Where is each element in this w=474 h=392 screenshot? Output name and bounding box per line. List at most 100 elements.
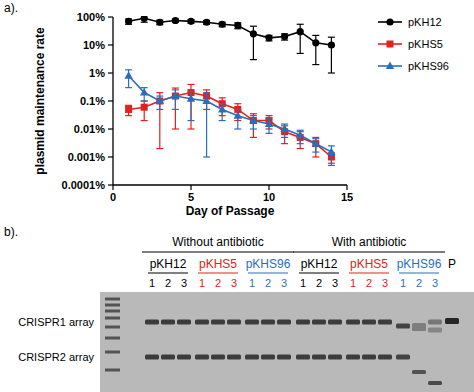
series-line [129, 93, 332, 157]
lane-number: 2 [416, 277, 422, 289]
error-bar [234, 23, 241, 29]
error-cap [234, 109, 241, 110]
lane-number: 3 [281, 277, 287, 289]
error-cap [219, 97, 226, 98]
error-cap [203, 89, 210, 90]
data-point [172, 17, 179, 24]
x-tick-label: 5 [188, 191, 194, 203]
y-tick-label: 10% [83, 39, 105, 51]
error-cap [250, 137, 257, 138]
error-cap [297, 24, 304, 25]
error-cap [312, 64, 319, 65]
data-point [203, 19, 210, 26]
error-cap [250, 128, 257, 129]
data-point [187, 94, 195, 102]
data-point [281, 33, 288, 40]
error-cap [203, 156, 210, 157]
error-bar [219, 104, 226, 121]
series [125, 84, 335, 163]
error-cap [328, 145, 335, 146]
error-bar [125, 105, 132, 115]
data-point [265, 34, 272, 41]
error-bar [250, 26, 257, 59]
y-tick-label: 1% [89, 67, 105, 79]
lane-number: 1 [149, 277, 155, 289]
error-bar [141, 16, 148, 22]
error-cap [156, 92, 163, 93]
lane-number: 3 [432, 277, 438, 289]
gel-band [328, 355, 342, 360]
error-cap [312, 138, 319, 139]
gel-band [195, 355, 209, 360]
x-axis-title: Day of Passage [186, 204, 275, 218]
legend-marker [386, 18, 393, 25]
error-cap [156, 148, 163, 149]
error-cap [188, 91, 195, 92]
ladder-band [105, 337, 120, 340]
gel-band [195, 320, 209, 325]
gel-band [412, 323, 426, 331]
lane-number: 1 [400, 277, 406, 289]
error-bar [172, 90, 179, 110]
error-cap [125, 105, 132, 106]
error-cap [172, 128, 179, 129]
error-cap [234, 128, 241, 129]
legend: pKH12pKHS5pKHS96 [378, 16, 449, 72]
data-point [312, 139, 320, 147]
error-cap [250, 115, 257, 116]
error-bar [125, 70, 132, 88]
error-bar [312, 35, 319, 64]
plot-area [124, 16, 335, 165]
error-cap [172, 87, 179, 88]
data-point [140, 88, 148, 96]
data-point [234, 22, 241, 29]
y-tick-label: 0.01% [74, 123, 105, 135]
error-cap [328, 165, 335, 166]
y-tick [108, 44, 113, 45]
gel-band [161, 320, 175, 325]
error-cap [172, 89, 179, 90]
error-cap [312, 137, 319, 138]
data-point [265, 120, 273, 128]
error-cap [141, 120, 148, 121]
error-cap [141, 100, 148, 101]
error-cap [281, 123, 288, 124]
strain-bar [198, 272, 238, 273]
lane-number: 1 [199, 277, 205, 289]
error-cap [297, 130, 304, 131]
gel-background [100, 292, 474, 392]
x-tick [268, 185, 269, 190]
error-cap [312, 151, 319, 152]
gel-band [161, 355, 175, 360]
gel-band [378, 320, 392, 325]
x-tick [112, 185, 113, 190]
gel-band [296, 320, 310, 325]
error-bar [266, 119, 273, 133]
condition-bar [293, 251, 445, 252]
series [124, 70, 335, 166]
row-label: CRISPR2 array [18, 351, 94, 363]
error-bar [250, 116, 257, 129]
gel-band [261, 320, 275, 325]
gel-band [378, 355, 392, 360]
legend-marker [386, 62, 394, 70]
error-bar [328, 37, 335, 73]
error-bar [297, 24, 304, 53]
data-point [125, 18, 132, 25]
legend-marker [387, 41, 394, 48]
gel-panel: b).Without antibioticpKH12pKHS5pKHS96Wit… [4, 225, 474, 392]
error-cap [281, 143, 288, 144]
data-point [156, 19, 163, 26]
error-bar [281, 124, 288, 137]
data-point [312, 39, 319, 46]
strain-label: pKHS96 [397, 257, 442, 271]
error-cap [234, 103, 241, 104]
condition-label: With antibiotic [332, 235, 407, 249]
ladder-band [105, 310, 120, 313]
data-point [171, 92, 179, 100]
lane-number: 3 [181, 277, 187, 289]
error-cap [156, 95, 163, 96]
y-tick-label: 0.0001% [62, 179, 106, 191]
y-tick [108, 16, 113, 17]
lane-number: 3 [231, 277, 237, 289]
